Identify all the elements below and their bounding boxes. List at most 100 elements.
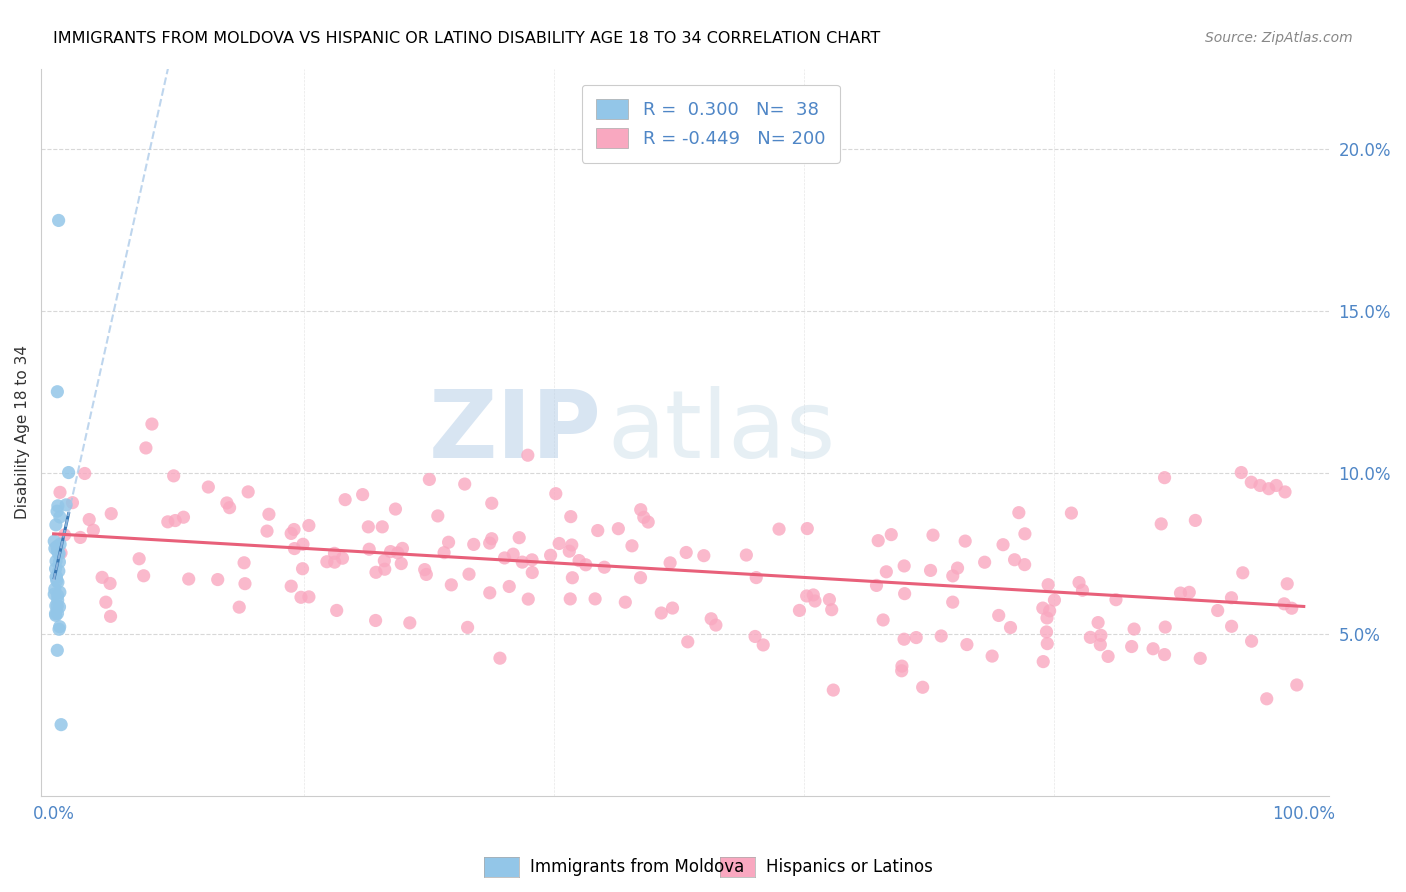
Point	[364, 614, 387, 628]
Point	[929, 629, 952, 643]
Point	[865, 578, 887, 592]
Point	[46, 643, 69, 657]
Point	[630, 571, 652, 585]
Point	[1265, 478, 1288, 492]
Point	[135, 441, 157, 455]
Point	[45, 554, 67, 568]
Point	[215, 496, 238, 510]
Point	[676, 635, 699, 649]
Point	[1080, 631, 1102, 645]
Point	[45, 574, 67, 588]
Point	[49, 510, 72, 524]
Point	[46, 546, 69, 560]
Point	[454, 477, 477, 491]
Point	[45, 562, 67, 576]
Point	[745, 571, 768, 585]
Point	[1000, 620, 1022, 634]
Point	[704, 618, 727, 632]
Point	[544, 486, 567, 500]
Point	[48, 555, 70, 569]
Point	[384, 502, 406, 516]
Point	[868, 533, 890, 548]
Point	[280, 526, 302, 541]
Point	[45, 517, 67, 532]
Point	[46, 589, 69, 603]
Point	[987, 608, 1010, 623]
Text: Source: ZipAtlas.com: Source: ZipAtlas.com	[1205, 31, 1353, 45]
Point	[920, 563, 942, 577]
Point	[752, 638, 775, 652]
Point	[744, 630, 766, 644]
Point	[1206, 603, 1229, 617]
Point	[633, 510, 655, 524]
Point	[630, 502, 652, 516]
Point	[437, 535, 460, 549]
Point	[197, 480, 219, 494]
Point	[478, 586, 501, 600]
Point	[359, 542, 381, 557]
Point	[489, 651, 512, 665]
Point	[1036, 637, 1059, 651]
Point	[49, 585, 72, 599]
Point	[357, 520, 380, 534]
Text: Hispanics or Latinos: Hispanics or Latinos	[766, 858, 934, 876]
Point	[132, 568, 155, 582]
Point	[1004, 553, 1026, 567]
Point	[1285, 678, 1308, 692]
Point	[890, 664, 912, 678]
Y-axis label: Disability Age 18 to 34: Disability Age 18 to 34	[15, 345, 30, 519]
Point	[568, 553, 591, 567]
Point	[1067, 575, 1090, 590]
Point	[233, 576, 256, 591]
Point	[332, 551, 354, 566]
Point	[522, 566, 544, 580]
Point	[389, 557, 412, 571]
Point	[45, 569, 67, 583]
Point	[48, 599, 70, 614]
Point	[374, 562, 396, 576]
Point	[333, 492, 356, 507]
Point	[821, 603, 844, 617]
Point	[956, 638, 979, 652]
Point	[478, 536, 501, 550]
Point	[614, 595, 637, 609]
Point	[44, 607, 66, 621]
Point	[172, 510, 194, 524]
Point	[953, 534, 976, 549]
Text: ZIP: ZIP	[429, 386, 602, 478]
Point	[463, 537, 485, 551]
Point	[46, 540, 69, 554]
Point	[46, 543, 69, 558]
Point	[413, 563, 436, 577]
Point	[1090, 638, 1112, 652]
Point	[1121, 640, 1143, 654]
Point	[283, 541, 305, 556]
Point	[371, 520, 394, 534]
Point	[163, 468, 186, 483]
Point	[735, 548, 758, 562]
Point	[44, 582, 66, 596]
Point	[128, 551, 150, 566]
Point	[1272, 597, 1295, 611]
Point	[620, 539, 643, 553]
Point	[1281, 601, 1303, 615]
Point	[1153, 648, 1175, 662]
Point	[498, 579, 520, 593]
Point	[177, 572, 200, 586]
Point	[49, 485, 72, 500]
Point	[48, 547, 70, 561]
Point	[98, 576, 121, 591]
Point	[100, 609, 122, 624]
Point	[48, 622, 70, 636]
Point	[583, 591, 606, 606]
Legend: R =  0.300   N=  38, R = -0.449   N= 200: R = 0.300 N= 38, R = -0.449 N= 200	[582, 85, 839, 162]
Point	[283, 523, 305, 537]
Point	[46, 384, 69, 399]
Point	[1274, 484, 1296, 499]
Point	[661, 601, 683, 615]
Point	[49, 717, 72, 731]
Point	[796, 522, 818, 536]
Point	[257, 508, 280, 522]
Point	[1060, 506, 1083, 520]
Point	[768, 522, 790, 536]
